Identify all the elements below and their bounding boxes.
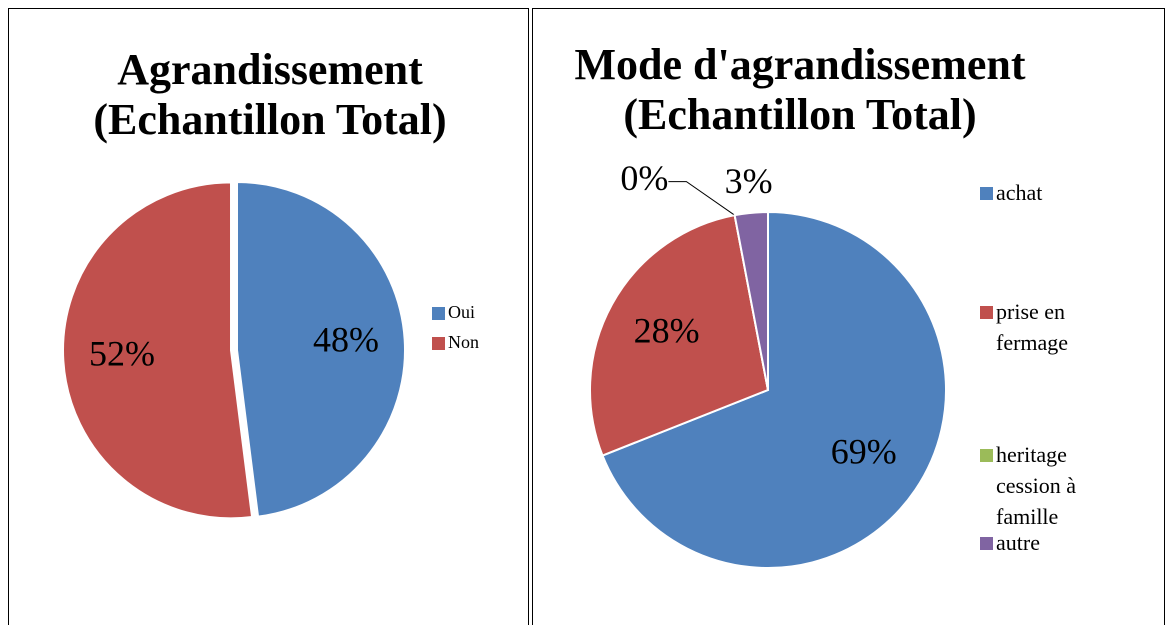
data-label: 3%	[725, 161, 773, 201]
legend-label: Oui	[448, 302, 475, 322]
legend-label: Non	[448, 332, 479, 352]
data-label: 28%	[634, 311, 700, 351]
legend-swatch	[432, 307, 445, 321]
legend-item: prise en fermage	[980, 297, 1110, 359]
leader-line	[668, 181, 735, 216]
legend-item: Oui	[432, 300, 522, 325]
pie-slice	[601, 210, 947, 569]
panel-border	[532, 8, 1165, 625]
data-label: 0%	[620, 158, 668, 198]
chart-title: Mode d'agrandissement (Echantillon Total…	[574, 40, 1026, 139]
legend-swatch	[980, 448, 993, 462]
legend-item: heritage cession à famille	[980, 440, 1110, 532]
legend-item: achat	[980, 178, 1110, 209]
legend-swatch	[980, 186, 993, 200]
legend-swatch	[432, 337, 445, 351]
pie-slice	[589, 213, 770, 457]
legend-item: autre	[980, 528, 1110, 559]
legend-item: Non	[432, 330, 522, 355]
data-label: 48%	[313, 319, 379, 359]
chart-title: Agrandissement (Echantillon Total)	[93, 45, 447, 144]
legend-label: autre	[996, 530, 1040, 555]
legend-swatch	[980, 305, 993, 319]
pie-slice	[733, 210, 769, 391]
legend-label: prise en fermage	[996, 299, 1069, 355]
panel-border	[8, 8, 529, 625]
data-label: 69%	[831, 431, 897, 471]
data-label: 52%	[89, 333, 155, 373]
legend-swatch	[980, 536, 993, 550]
legend-label: heritage cession à famille	[996, 442, 1077, 529]
legend-label: achat	[996, 180, 1043, 205]
pie-slice	[236, 180, 406, 518]
pie-slice	[62, 181, 254, 520]
